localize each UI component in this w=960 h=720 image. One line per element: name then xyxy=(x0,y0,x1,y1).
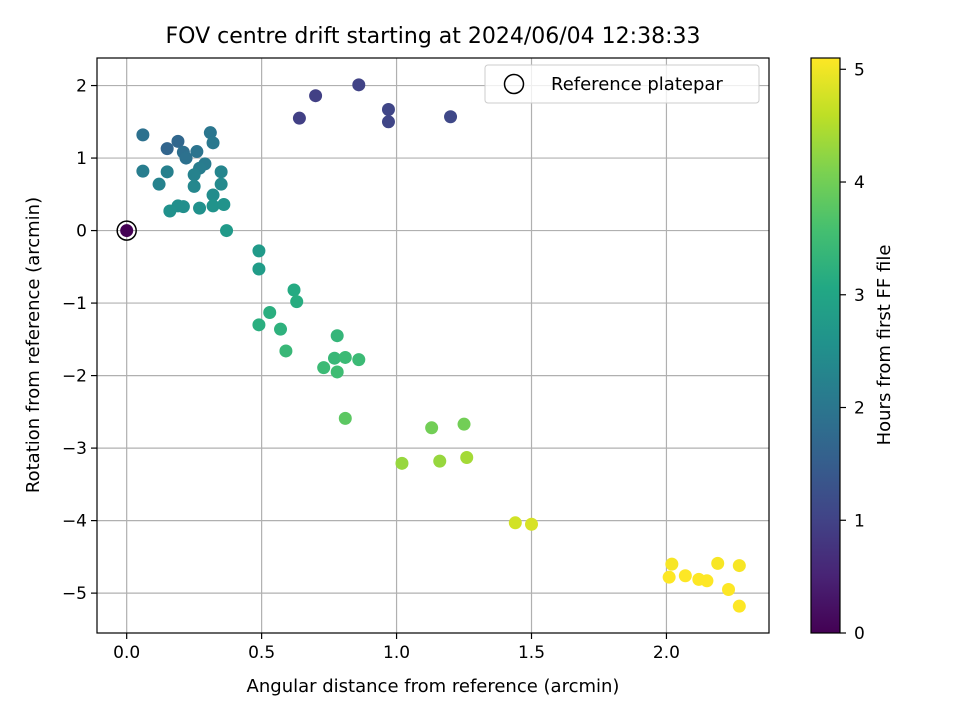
data-point xyxy=(662,570,676,584)
x-tick-label: 1.0 xyxy=(383,643,410,663)
colorbar-tick-label: 5 xyxy=(854,60,865,80)
data-point xyxy=(171,134,185,148)
data-point xyxy=(287,283,301,297)
data-point xyxy=(525,517,539,531)
data-point xyxy=(214,165,228,179)
legend: Reference platepar xyxy=(484,64,760,104)
colorbar-ticks: 0 1 2 3 4 5 xyxy=(840,60,865,644)
data-point xyxy=(381,102,395,116)
axis-ticks: 0.0 0.5 1.0 1.5 2.0 −5 −4 −3 −2 −1 0 1 2 xyxy=(62,77,680,663)
data-point xyxy=(136,164,150,178)
colorbar-label: Hours from first FF file xyxy=(874,245,895,446)
y-tick-label: 0 xyxy=(76,222,87,242)
data-point xyxy=(309,89,323,103)
legend-label: Reference platepar xyxy=(551,74,723,95)
data-point xyxy=(163,204,177,218)
data-point xyxy=(176,200,190,214)
data-point xyxy=(214,177,228,191)
data-point xyxy=(665,557,679,571)
data-point xyxy=(279,344,293,358)
data-point xyxy=(190,145,204,159)
x-tick-label: 1.5 xyxy=(518,643,545,663)
data-point xyxy=(252,244,266,258)
data-point xyxy=(678,569,692,583)
y-tick-label: −2 xyxy=(62,367,87,387)
reference-point xyxy=(120,224,134,238)
grid-lines xyxy=(97,58,769,633)
y-axis-label: Rotation from reference (arcmin) xyxy=(23,197,44,493)
data-point xyxy=(338,411,352,425)
data-point xyxy=(179,151,193,165)
y-tick-label: 1 xyxy=(76,149,87,169)
data-point xyxy=(292,111,306,125)
data-point xyxy=(193,201,207,215)
colorbar-tick-label: 0 xyxy=(854,624,865,644)
data-point xyxy=(732,599,746,613)
colorbar-tick-label: 1 xyxy=(854,511,865,531)
reference-marker xyxy=(116,220,137,241)
colorbar xyxy=(810,57,841,634)
data-point xyxy=(136,128,150,142)
colorbar-tick-label: 2 xyxy=(854,399,865,419)
data-point xyxy=(352,78,366,92)
data-point xyxy=(460,451,474,465)
data-point xyxy=(252,262,266,276)
data-point xyxy=(160,165,174,179)
data-point xyxy=(274,322,288,336)
data-point xyxy=(206,136,220,150)
data-point xyxy=(425,421,439,435)
data-point xyxy=(206,188,220,202)
data-point xyxy=(732,559,746,573)
data-point xyxy=(220,224,234,238)
y-tick-label: −1 xyxy=(62,294,87,314)
data-point xyxy=(711,556,725,570)
data-point xyxy=(457,417,471,431)
y-tick-label: −3 xyxy=(62,439,87,459)
data-points xyxy=(136,78,746,613)
data-point xyxy=(252,318,266,332)
data-point xyxy=(187,179,201,193)
data-point xyxy=(722,582,736,596)
legend-box xyxy=(484,64,760,104)
x-axis-label: Angular distance from reference (arcmin) xyxy=(247,676,620,697)
colorbar-tick-label: 3 xyxy=(854,286,865,306)
legend-marker xyxy=(503,73,525,95)
data-point xyxy=(206,199,220,213)
colorbar-tick-label: 4 xyxy=(854,173,865,193)
x-tick-label: 2.0 xyxy=(653,643,680,663)
reference-ring xyxy=(116,220,137,241)
data-point xyxy=(700,574,714,588)
y-tick-label: 2 xyxy=(76,77,87,97)
y-tick-label: −4 xyxy=(62,512,87,532)
data-point xyxy=(433,454,447,468)
plot-frame xyxy=(96,57,770,634)
data-point xyxy=(330,365,344,379)
x-tick-label: 0.5 xyxy=(248,643,275,663)
chart-title: FOV centre drift starting at 2024/06/04 … xyxy=(166,24,701,49)
data-point xyxy=(381,115,395,129)
data-point xyxy=(317,361,331,375)
y-tick-label: −5 xyxy=(62,584,87,604)
data-point xyxy=(444,110,458,124)
data-point xyxy=(152,177,166,191)
data-point xyxy=(327,351,341,365)
data-point xyxy=(160,142,174,156)
data-point xyxy=(217,197,231,211)
data-point xyxy=(508,516,522,530)
data-point xyxy=(330,329,344,343)
data-point xyxy=(290,295,304,309)
data-point xyxy=(395,456,409,470)
data-point xyxy=(203,126,217,140)
x-tick-label: 0.0 xyxy=(113,643,140,663)
data-point xyxy=(187,168,201,182)
data-point xyxy=(338,350,352,364)
data-point xyxy=(263,306,277,320)
data-point xyxy=(352,353,366,367)
